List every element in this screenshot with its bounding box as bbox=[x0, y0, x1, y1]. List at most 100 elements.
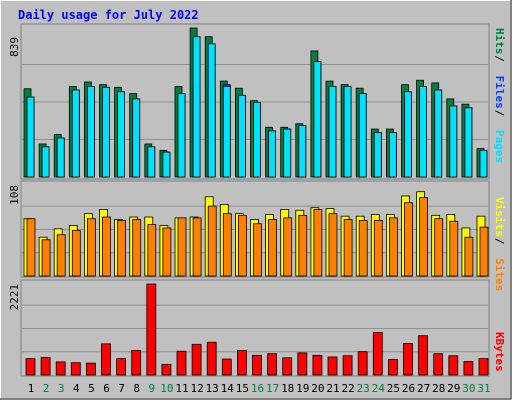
bar bbox=[312, 354, 323, 376]
bar bbox=[464, 236, 474, 277]
bar bbox=[419, 86, 428, 178]
bar bbox=[327, 356, 338, 376]
legend-visits-sites: Visits / Sites bbox=[493, 197, 506, 291]
bar bbox=[433, 353, 444, 376]
bar bbox=[373, 132, 382, 178]
day-label: 14 bbox=[221, 382, 235, 395]
bar bbox=[434, 218, 444, 277]
bar bbox=[26, 96, 35, 178]
bar bbox=[161, 363, 172, 376]
ymax-bottom: 2221 bbox=[8, 284, 21, 311]
legend-entry: Pages bbox=[493, 130, 506, 163]
bar bbox=[222, 86, 231, 178]
bar bbox=[132, 219, 142, 277]
bar bbox=[191, 343, 202, 376]
bar bbox=[298, 125, 307, 178]
bar bbox=[101, 343, 111, 376]
bar bbox=[404, 91, 412, 178]
day-label: 13 bbox=[206, 382, 219, 395]
bar bbox=[313, 209, 323, 277]
day-label: 10 bbox=[160, 382, 173, 395]
bar bbox=[56, 137, 65, 178]
day-label: 3 bbox=[58, 382, 65, 395]
ymax-middle: 108 bbox=[8, 185, 21, 205]
day-label: 31 bbox=[477, 382, 490, 395]
legend-entry: Files bbox=[493, 76, 506, 109]
bar bbox=[236, 350, 247, 376]
bar bbox=[464, 107, 473, 178]
bar bbox=[298, 214, 308, 277]
legend-entry: Hits bbox=[493, 28, 506, 55]
bar bbox=[403, 343, 413, 376]
bar bbox=[479, 226, 489, 277]
bar bbox=[177, 217, 187, 277]
bar bbox=[117, 219, 126, 277]
bar bbox=[387, 359, 398, 376]
day-label: 17 bbox=[266, 382, 279, 395]
day-label: 27 bbox=[417, 382, 430, 395]
bar bbox=[328, 86, 337, 178]
bar bbox=[283, 128, 292, 178]
day-label: 18 bbox=[281, 382, 294, 395]
bar bbox=[343, 86, 352, 178]
day-label: 20 bbox=[311, 382, 324, 395]
day-label: 9 bbox=[148, 382, 155, 395]
bar bbox=[26, 218, 36, 277]
bar bbox=[102, 216, 111, 277]
bar bbox=[116, 358, 126, 376]
bar bbox=[283, 217, 293, 277]
bar bbox=[71, 230, 81, 277]
day-label: 1 bbox=[28, 382, 35, 395]
bar bbox=[253, 223, 262, 277]
bar bbox=[40, 356, 51, 376]
bar bbox=[87, 86, 95, 178]
bar bbox=[253, 102, 261, 178]
bar bbox=[268, 219, 278, 277]
day-label: 5 bbox=[88, 382, 95, 395]
bar bbox=[87, 218, 96, 277]
day-label: 29 bbox=[447, 382, 460, 395]
day-label: 24 bbox=[372, 382, 386, 395]
bar bbox=[132, 98, 141, 178]
day-label: 6 bbox=[103, 382, 110, 395]
bar bbox=[102, 86, 110, 178]
day-label: 11 bbox=[175, 382, 188, 395]
bar bbox=[25, 358, 36, 376]
bar bbox=[282, 357, 293, 376]
bar bbox=[372, 331, 383, 376]
bar bbox=[207, 205, 217, 277]
bar bbox=[252, 354, 262, 376]
day-label: 16 bbox=[251, 382, 264, 395]
bar bbox=[237, 214, 247, 277]
day-label: 23 bbox=[357, 382, 370, 395]
bar bbox=[56, 234, 66, 277]
bar bbox=[342, 355, 353, 376]
bar bbox=[479, 149, 488, 178]
bar bbox=[388, 217, 398, 277]
bar bbox=[146, 283, 157, 376]
bar bbox=[478, 358, 489, 376]
bar bbox=[448, 355, 459, 376]
bar bbox=[192, 217, 202, 277]
day-label: 15 bbox=[236, 382, 249, 395]
bar bbox=[358, 93, 367, 178]
bar bbox=[206, 341, 217, 376]
legend-separator: / bbox=[493, 55, 506, 62]
bar bbox=[267, 353, 278, 376]
day-label: 30 bbox=[462, 382, 475, 395]
day-label: 21 bbox=[326, 382, 339, 395]
bar bbox=[237, 94, 246, 178]
day-label: 19 bbox=[296, 382, 309, 395]
ymax-top: 839 bbox=[8, 37, 21, 57]
bar bbox=[222, 213, 232, 277]
bar bbox=[147, 224, 157, 277]
bar bbox=[343, 219, 353, 277]
legend-entry: Sites bbox=[493, 258, 506, 291]
bar bbox=[313, 61, 322, 178]
day-label: 2 bbox=[43, 382, 50, 395]
legend-hits-files-pages: Hits / Files / Pages bbox=[493, 28, 506, 163]
legend-kbytes: KBytes bbox=[493, 332, 506, 372]
bar bbox=[177, 93, 186, 178]
day-label: 4 bbox=[73, 382, 80, 395]
bar bbox=[373, 219, 383, 277]
